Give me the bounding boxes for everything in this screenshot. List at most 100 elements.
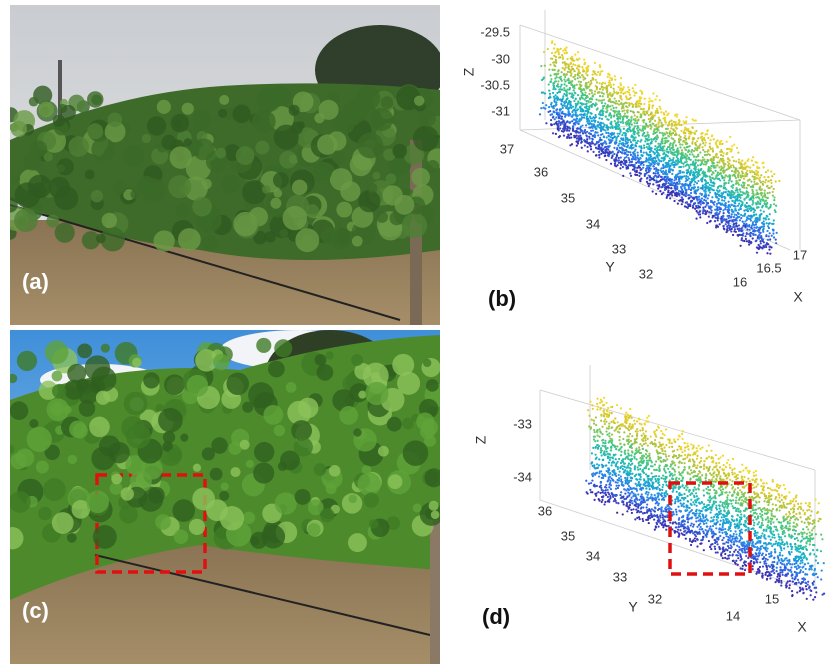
point bbox=[668, 163, 670, 165]
point bbox=[578, 131, 580, 133]
point bbox=[556, 108, 558, 110]
point bbox=[762, 196, 764, 198]
point bbox=[721, 202, 723, 204]
point bbox=[633, 138, 635, 140]
point bbox=[666, 114, 668, 116]
point bbox=[620, 91, 622, 93]
leaf bbox=[132, 358, 142, 368]
point bbox=[571, 84, 573, 86]
point bbox=[774, 209, 776, 211]
point bbox=[616, 113, 618, 115]
point bbox=[686, 172, 688, 174]
point bbox=[699, 448, 701, 450]
leaf bbox=[168, 175, 191, 198]
point bbox=[558, 56, 560, 58]
point bbox=[645, 138, 647, 140]
point bbox=[693, 168, 695, 170]
point bbox=[756, 177, 758, 179]
point bbox=[752, 230, 754, 232]
point bbox=[756, 172, 758, 174]
point bbox=[698, 198, 700, 200]
point bbox=[598, 82, 600, 84]
point bbox=[644, 114, 646, 116]
point bbox=[740, 567, 742, 569]
leaf bbox=[275, 492, 297, 514]
point bbox=[748, 205, 750, 207]
leaf bbox=[221, 174, 241, 194]
point bbox=[567, 66, 569, 68]
point bbox=[681, 203, 683, 205]
point bbox=[666, 132, 668, 134]
point bbox=[791, 548, 793, 550]
point bbox=[640, 97, 642, 99]
point bbox=[647, 134, 649, 136]
point bbox=[595, 79, 597, 81]
point bbox=[595, 102, 597, 104]
point bbox=[728, 182, 730, 184]
point bbox=[760, 189, 762, 191]
point bbox=[667, 182, 669, 184]
leaf bbox=[352, 236, 363, 247]
point bbox=[604, 146, 606, 148]
point bbox=[737, 151, 739, 153]
point bbox=[648, 107, 650, 109]
point bbox=[619, 147, 621, 149]
point bbox=[625, 143, 627, 145]
point bbox=[563, 93, 565, 95]
point bbox=[581, 74, 583, 76]
point bbox=[721, 143, 723, 145]
point bbox=[702, 210, 704, 212]
point bbox=[660, 477, 662, 479]
point bbox=[746, 233, 748, 235]
point bbox=[591, 120, 593, 122]
point bbox=[651, 441, 653, 443]
point bbox=[728, 217, 730, 219]
point bbox=[734, 562, 736, 564]
point bbox=[558, 117, 560, 119]
point bbox=[607, 76, 609, 78]
point bbox=[701, 197, 703, 199]
point bbox=[586, 138, 588, 140]
point bbox=[758, 219, 760, 221]
point bbox=[553, 110, 555, 112]
leaf bbox=[28, 175, 52, 199]
point bbox=[552, 132, 554, 134]
point bbox=[606, 118, 608, 120]
point bbox=[675, 134, 677, 136]
point bbox=[558, 53, 560, 55]
point bbox=[627, 452, 629, 454]
point bbox=[634, 164, 636, 166]
leaf bbox=[175, 203, 189, 217]
point bbox=[735, 187, 737, 189]
point bbox=[647, 494, 649, 496]
leaf bbox=[121, 487, 134, 500]
point bbox=[549, 95, 551, 97]
point bbox=[544, 108, 546, 110]
point bbox=[735, 183, 737, 185]
leaf bbox=[174, 529, 189, 544]
point bbox=[579, 127, 581, 129]
point bbox=[580, 108, 582, 110]
point bbox=[755, 202, 757, 204]
point bbox=[651, 122, 653, 124]
point bbox=[675, 144, 677, 146]
point bbox=[764, 181, 766, 183]
point bbox=[577, 108, 579, 110]
point bbox=[690, 164, 692, 166]
point bbox=[725, 174, 727, 176]
point bbox=[617, 461, 619, 463]
point bbox=[796, 537, 798, 539]
leaf bbox=[215, 148, 226, 159]
point bbox=[622, 137, 624, 139]
point bbox=[554, 118, 556, 120]
leaf bbox=[111, 474, 122, 485]
point bbox=[634, 120, 636, 122]
point bbox=[702, 177, 704, 179]
point bbox=[550, 58, 552, 60]
point bbox=[707, 187, 709, 189]
point bbox=[667, 468, 669, 470]
point bbox=[775, 570, 777, 572]
point bbox=[636, 174, 638, 176]
point bbox=[619, 88, 621, 90]
point bbox=[633, 168, 635, 170]
